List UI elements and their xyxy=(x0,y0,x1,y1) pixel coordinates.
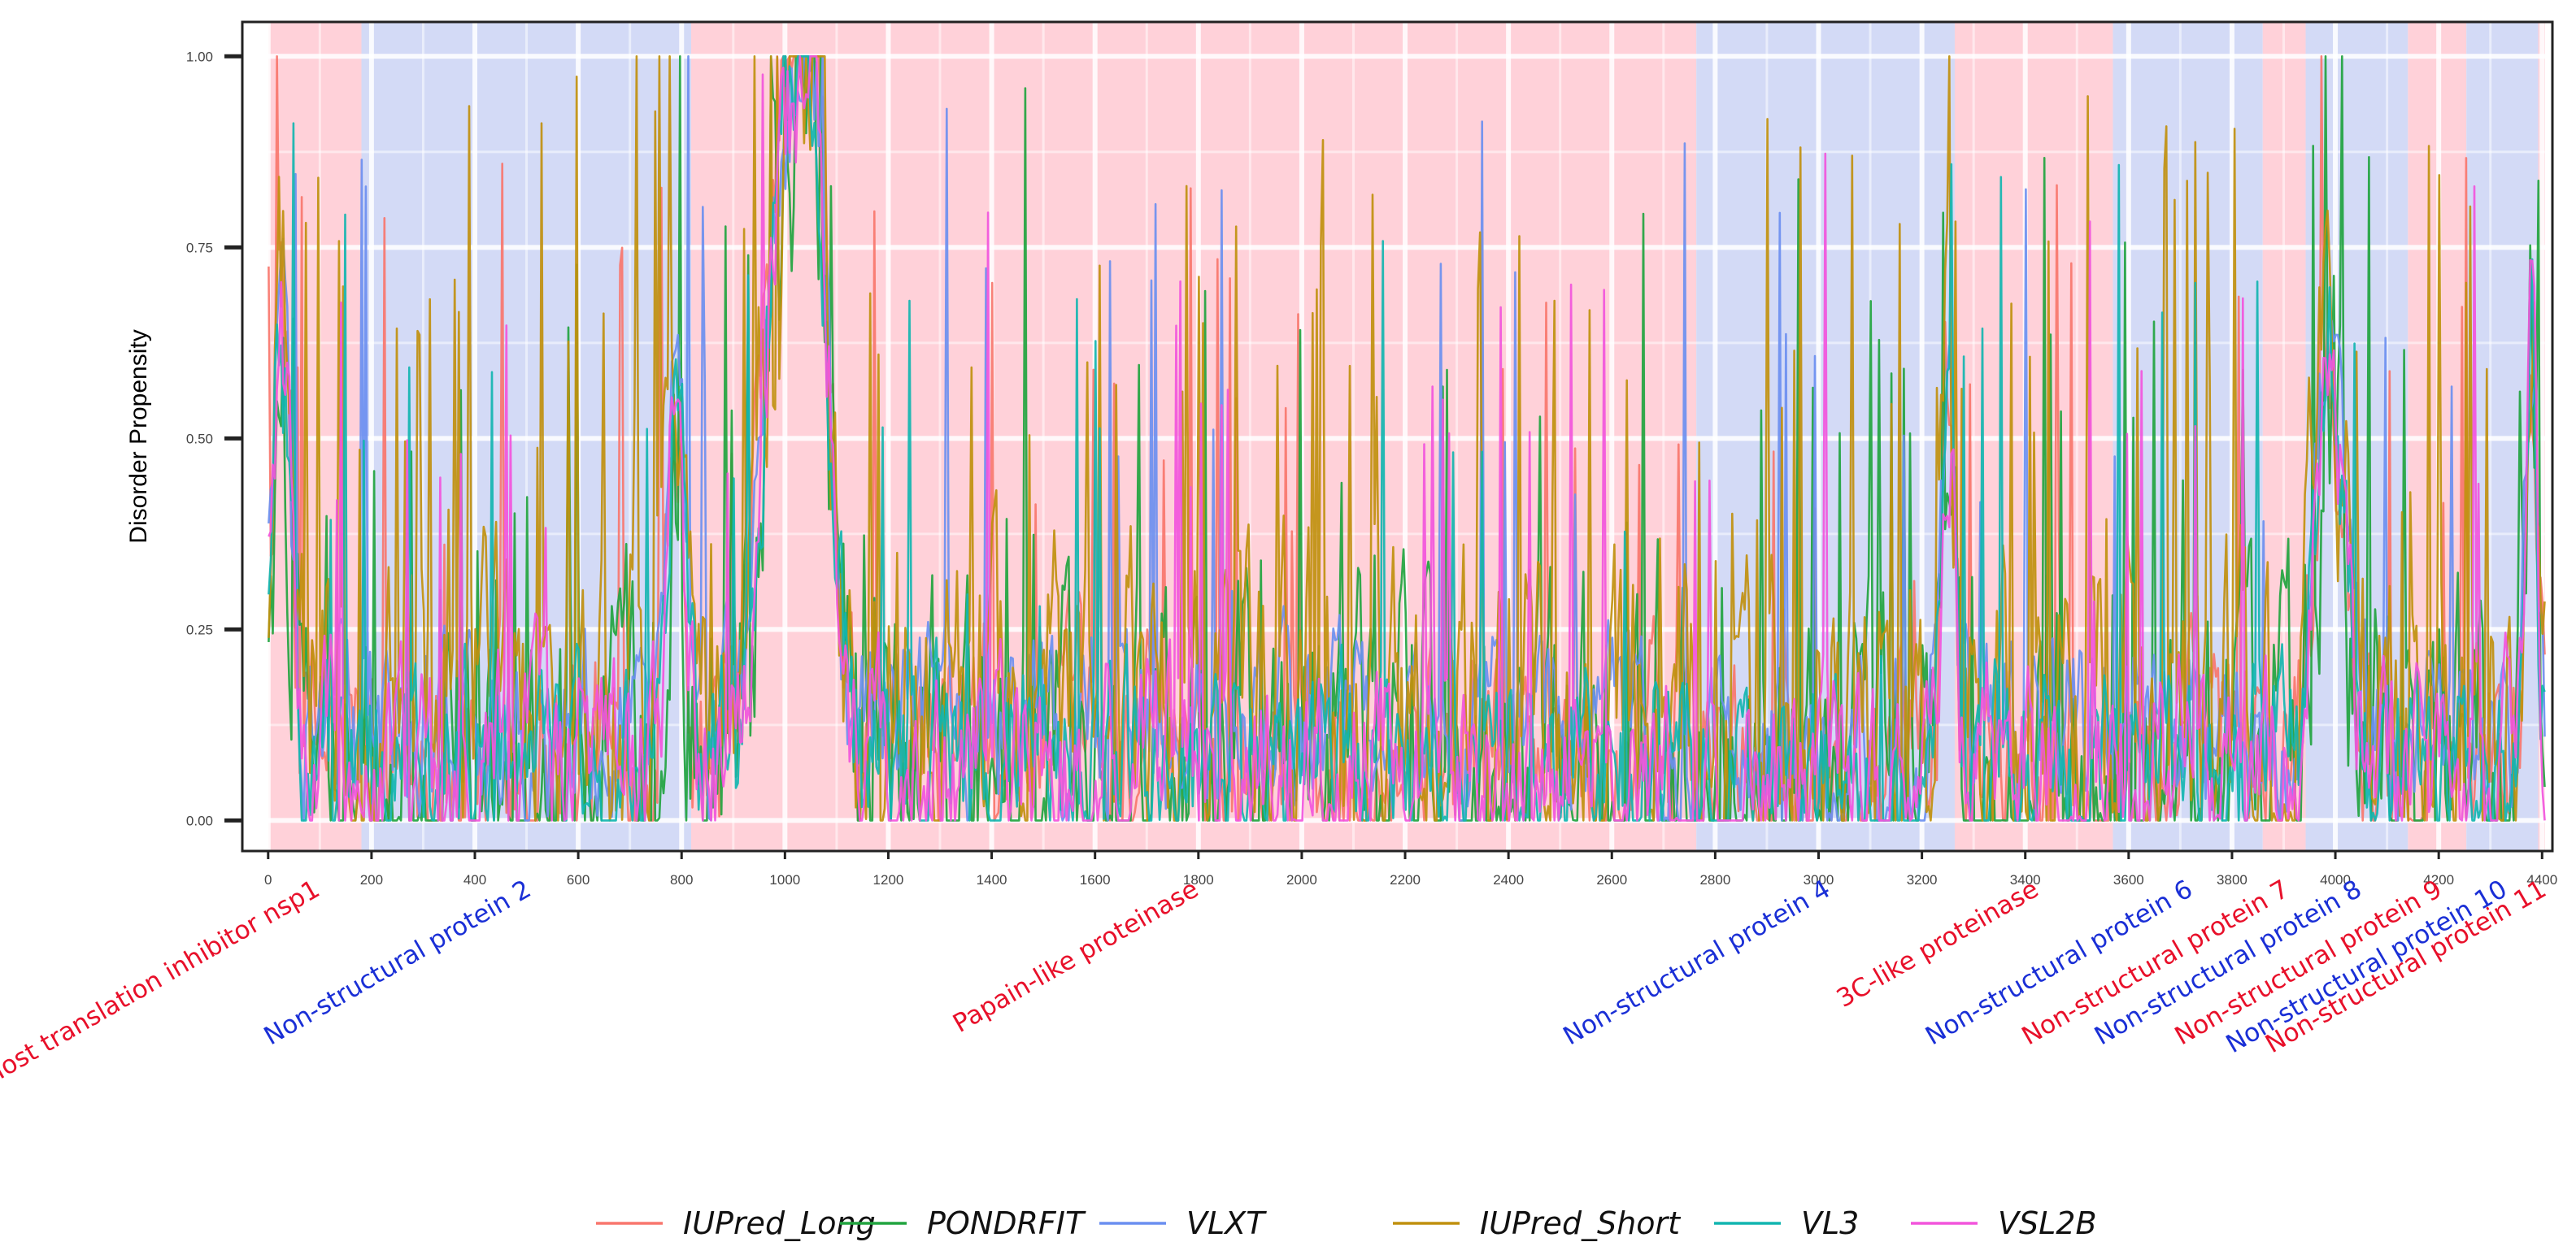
x-tick-label: 1800 xyxy=(1183,872,1214,888)
x-tick-label: 1200 xyxy=(873,872,904,888)
legend-label-2: PONDRFIT xyxy=(927,1205,1086,1241)
region-label-3: Papain-like proteinase xyxy=(948,875,1203,1039)
x-tick-label: 2400 xyxy=(1493,872,1524,888)
x-tick-label: 4200 xyxy=(2423,872,2454,888)
legend: IUPred_Long PONDRFIT VLXT IUPred_Short VL3 VS… xyxy=(596,1205,2097,1241)
series-line-iupred-short xyxy=(268,55,2546,822)
series-line-vl3 xyxy=(268,55,2546,822)
legend-label-3: VLXT xyxy=(1186,1205,1267,1241)
axes: 0 200 400 600 800 1000 1200 1400 1600 1800 2000 220… xyxy=(186,49,2557,888)
x-tick-label: 3800 xyxy=(2217,872,2247,888)
legend-label-4: IUPred_Short xyxy=(1480,1205,1682,1241)
y-tick-label: 0.25 xyxy=(186,622,213,637)
x-tick-label: 600 xyxy=(567,872,590,888)
legend-label-6: VSL2B xyxy=(1998,1205,2097,1241)
x-tick-label: 3200 xyxy=(1907,872,1938,888)
x-tick-label: 2000 xyxy=(1286,872,1317,888)
x-tick-label: 0 xyxy=(264,872,272,888)
x-tick-label: 2600 xyxy=(1596,872,1627,888)
y-tick-label: 1.00 xyxy=(186,49,213,64)
region-labels: Host translation inhibitor nsp1 Non-struc… xyxy=(0,875,2552,1092)
x-tick-label: 1000 xyxy=(769,872,800,888)
x-tick-label: 4400 xyxy=(2526,872,2557,888)
y-tick-label: 0.00 xyxy=(186,813,213,828)
y-axis-title: Disorder Propensity xyxy=(125,329,152,543)
legend-label-5: VL3 xyxy=(1801,1205,1859,1241)
series-lines xyxy=(268,55,2546,822)
region-label-4: Non-structural protein 4 xyxy=(1558,875,1835,1051)
x-tick-label: 400 xyxy=(463,872,486,888)
x-tick-label: 800 xyxy=(670,872,693,888)
x-tick-label: 3000 xyxy=(1804,872,1834,888)
x-tick-label: 2800 xyxy=(1699,872,1730,888)
x-tick-label: 3400 xyxy=(2010,872,2041,888)
x-tick-label: 1400 xyxy=(977,872,1007,888)
x-tick-label: 3600 xyxy=(2113,872,2144,888)
x-tick-label: 2200 xyxy=(1390,872,1421,888)
x-tick-label: 200 xyxy=(360,872,383,888)
x-tick-label: 4000 xyxy=(2320,872,2351,888)
series-line-vsl2b xyxy=(268,55,2546,822)
region-label-1: Host translation inhibitor nsp1 xyxy=(0,875,324,1092)
y-tick-label: 0.75 xyxy=(186,240,213,255)
y-tick-label: 0.50 xyxy=(186,431,213,446)
x-tick-label: 1600 xyxy=(1080,872,1111,888)
